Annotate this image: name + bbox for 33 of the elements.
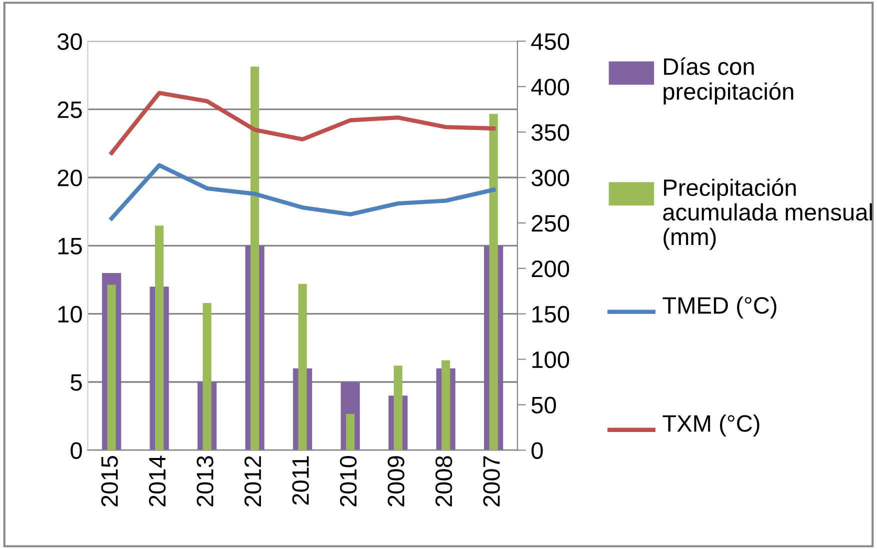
y-tick-label: 15 [58,238,82,254]
x-tick-label: 2007 [483,456,500,506]
y2-tick-label: 350 [532,124,570,141]
x-tick-label: 2012 [244,456,262,506]
legend-label: Precipitación acumulada mensual (mm) [663,178,872,250]
x-tick-label: 2010 [340,456,357,506]
legend-label: TXM (°C) [662,414,760,436]
y-tick-label: 10 [58,306,82,323]
legend-label: Días con precipitación [664,57,794,105]
x-tick-label: 2008 [435,456,452,506]
x-tick-label: 2009 [388,456,404,506]
y2-tick-label: 450 [531,33,570,50]
y-tick-label: 0 [70,442,82,459]
x-tick-label: 2014 [148,456,166,506]
x-tick-label: 2015 [101,456,118,506]
y2-tick-label: 300 [532,170,570,186]
y2-tick-label: 150 [532,306,570,323]
y2-tick-label: 200 [532,260,570,278]
y-tick-label: 30 [57,33,82,50]
y2-tick-label: 0 [532,442,543,459]
bar [346,414,355,450]
y-tick-label: 5 [70,374,82,391]
y2-tick-label: 400 [531,78,570,96]
y2-tick-label: 250 [532,215,570,232]
line-series [109,163,496,220]
y-tick-label: 25 [58,101,82,118]
y2-tick-label: 50 [532,396,556,414]
x-tick-label: 2011 [292,456,309,505]
line-series [109,90,496,156]
legend-label: TMED (°C) [662,296,776,318]
x-tick-label: 2013 [196,456,214,506]
y-tick-label: 20 [58,170,82,186]
y2-tick-label: 100 [532,351,570,368]
